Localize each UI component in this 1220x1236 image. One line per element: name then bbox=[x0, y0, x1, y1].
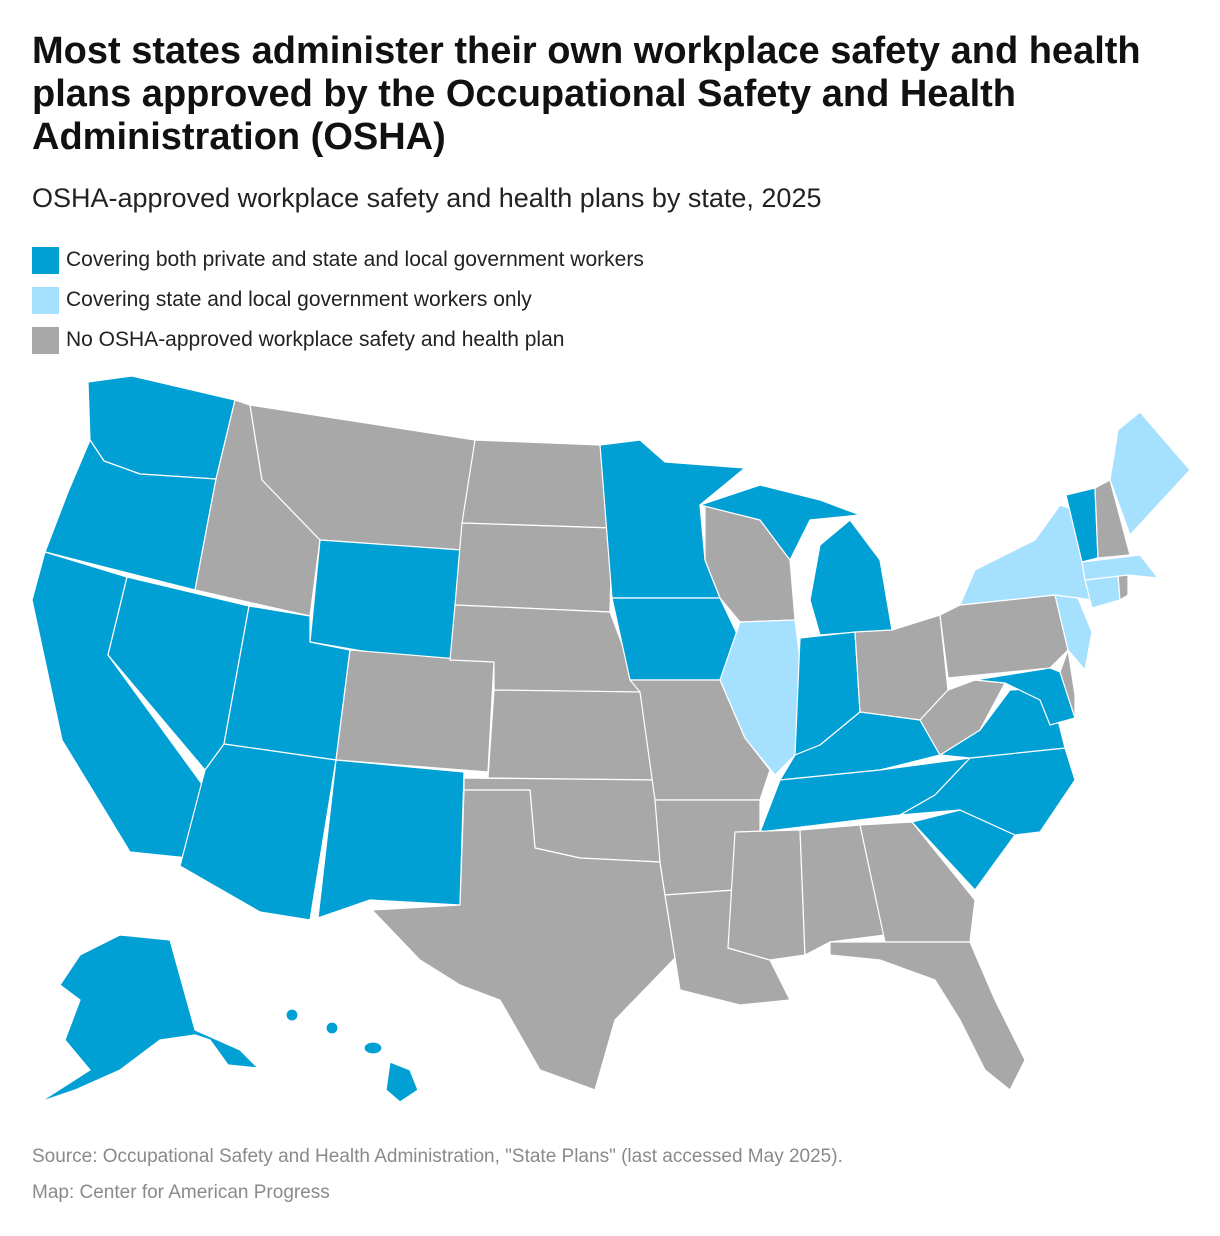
hawaii-island-oahu bbox=[325, 1021, 339, 1035]
legend: Covering both private and state and loca… bbox=[32, 240, 644, 360]
hawaii-island-big bbox=[385, 1061, 419, 1103]
state-DE[interactable] bbox=[1059, 649, 1076, 719]
state-PA[interactable] bbox=[939, 594, 1069, 679]
legend-item-public-only: Covering state and local government work… bbox=[32, 280, 644, 320]
state-AK[interactable] bbox=[39, 934, 259, 1103]
state-NC[interactable] bbox=[899, 747, 1076, 836]
hawaii-island-kauai bbox=[285, 1008, 299, 1022]
map-credit: Map: Center for American Progress bbox=[32, 1182, 330, 1203]
legend-swatch-public-only bbox=[32, 286, 59, 314]
state-GA[interactable] bbox=[859, 821, 976, 943]
state-KS[interactable] bbox=[487, 689, 656, 781]
hawaii-island-maui bbox=[363, 1041, 383, 1055]
state-AZ[interactable] bbox=[179, 743, 337, 921]
state-MD[interactable] bbox=[974, 667, 1076, 726]
state-AL[interactable] bbox=[799, 824, 886, 956]
state-RI[interactable] bbox=[1117, 574, 1129, 601]
legend-label-none: No OSHA-approved workplace safety and he… bbox=[66, 328, 565, 351]
state-HI[interactable] bbox=[285, 1008, 419, 1103]
state-MS[interactable] bbox=[727, 829, 806, 961]
state-IL[interactable] bbox=[719, 619, 801, 776]
state-NM[interactable] bbox=[317, 759, 465, 919]
state-TX[interactable] bbox=[371, 789, 676, 1091]
legend-item-both: Covering both private and state and loca… bbox=[32, 240, 644, 280]
map-subtitle: OSHA-approved workplace safety and healt… bbox=[32, 183, 822, 213]
legend-item-none: No OSHA-approved workplace safety and he… bbox=[32, 320, 644, 360]
state-ND[interactable] bbox=[461, 439, 613, 529]
state-NH[interactable] bbox=[1094, 479, 1131, 559]
us-states-map bbox=[31, 375, 1191, 1103]
state-ME[interactable] bbox=[1109, 411, 1191, 536]
state-IA[interactable] bbox=[611, 597, 741, 681]
legend-label-public-only: Covering state and local government work… bbox=[66, 288, 532, 311]
state-FL[interactable] bbox=[829, 941, 1026, 1091]
source-note: Source: Occupational Safety and Health A… bbox=[32, 1146, 843, 1167]
legend-swatch-none bbox=[32, 326, 59, 354]
state-SD[interactable] bbox=[454, 522, 613, 613]
state-MA[interactable] bbox=[1081, 554, 1159, 581]
map-title: Most states administer their own workpla… bbox=[32, 30, 1141, 158]
legend-swatch-both bbox=[32, 246, 59, 274]
legend-label-both: Covering both private and state and loca… bbox=[66, 248, 644, 271]
state-CO[interactable] bbox=[335, 649, 495, 773]
